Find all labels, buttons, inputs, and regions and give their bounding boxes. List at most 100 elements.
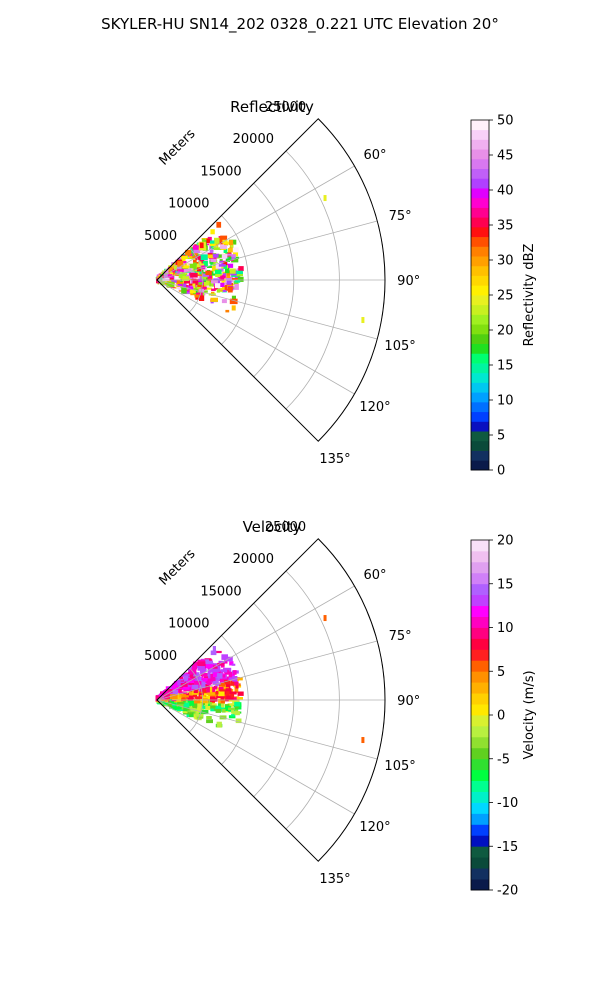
echo-gate: [234, 701, 241, 707]
echo-gate: [207, 254, 214, 259]
echo-gate: [189, 712, 196, 718]
echo-gate: [234, 704, 239, 709]
echo-gate: [186, 274, 193, 279]
echo-gate: [177, 257, 183, 262]
echo-gate: [222, 239, 228, 244]
echo-gate: [205, 287, 212, 290]
echo-gate: [183, 261, 187, 264]
echo-gate: [218, 264, 226, 267]
echo-gate: [220, 703, 225, 707]
echo-gate: [192, 279, 199, 285]
colorbar-segment: [471, 421, 489, 432]
echo-gate: [170, 273, 178, 276]
colorbar-segment: [471, 846, 489, 858]
echo-gate: [220, 669, 228, 673]
echo-gate: [209, 666, 217, 672]
echo-gate: [179, 691, 187, 694]
echo-gate: [209, 679, 218, 683]
echo-gate: [199, 259, 205, 264]
azimuth-gridline: [156, 279, 378, 340]
colorbar-segment: [471, 813, 489, 825]
echo-gate: [166, 281, 175, 288]
colorbar-segment: [471, 188, 489, 199]
range-tick-label: 20000: [233, 552, 274, 567]
echo-gate: [208, 293, 216, 296]
velocity-azimuth-labels: 60° 75° 90° 105° 120° 135°: [319, 568, 420, 887]
range-tick-label: 15000: [200, 584, 241, 599]
colorbar-segment: [471, 226, 489, 238]
echo-gate: [191, 684, 199, 690]
colorbar-segment: [471, 572, 489, 585]
echo-gate: [231, 681, 239, 686]
echo-gate: [228, 715, 236, 719]
echo-gate: [205, 706, 211, 710]
echo-gate: [203, 690, 209, 693]
echo-gate: [186, 257, 193, 260]
echo-gate: [207, 659, 213, 662]
colorbar-segment: [471, 605, 489, 617]
echo-gate: [217, 703, 222, 707]
echo-gate: [207, 692, 216, 696]
echo-gate: [165, 691, 171, 695]
echo-gate: [192, 694, 198, 698]
echo-gate: [169, 694, 178, 699]
echo-gate: [171, 280, 177, 283]
echo-gate: [225, 253, 232, 256]
colorbar-tick-label: 0: [497, 709, 505, 724]
colorbar-segment: [471, 120, 489, 131]
echo-gate: [201, 274, 207, 280]
range-tick-label: 25000: [265, 520, 306, 535]
echo-gate: [231, 256, 235, 260]
echo-gate: [219, 286, 225, 291]
echo-gate: [211, 266, 219, 272]
colorbar-segment: [471, 736, 489, 749]
echo-gate: [201, 238, 206, 242]
echo-gate: [222, 289, 227, 292]
azimuth-tick-label: 60°: [363, 568, 386, 583]
colorbar-segment: [471, 824, 489, 836]
echo-gate: [218, 691, 225, 697]
echo-gate: [167, 276, 174, 279]
colorbar-segment: [471, 704, 489, 716]
colorbar-tick-label: -15: [497, 840, 518, 855]
echo-gate: [212, 666, 218, 669]
echo-gate: [202, 697, 208, 704]
echo-gate: [216, 288, 221, 293]
echo-gate: [220, 697, 225, 701]
velocity-grid: [156, 538, 386, 862]
colorbar-segment: [471, 780, 489, 792]
echo-gate: [323, 195, 327, 202]
echo-gate: [185, 672, 191, 675]
echo-gate: [235, 272, 243, 277]
echo-gate: [235, 677, 243, 681]
colorbar-segment: [471, 802, 489, 814]
echo-gate: [216, 673, 223, 679]
sector-frame: [156, 538, 386, 862]
colorbar-segment: [471, 583, 489, 596]
echo-gate: [187, 680, 196, 684]
echo-gate: [230, 254, 236, 258]
echo-gate: [191, 678, 197, 682]
azimuth-tick-label: 105°: [384, 759, 415, 774]
echo-gate: [201, 673, 208, 677]
echo-gate: [202, 273, 210, 277]
echo-gate: [160, 279, 166, 286]
echo-gate: [177, 284, 183, 287]
colorbar-tick-label: 35: [497, 219, 514, 234]
echo-gate: [197, 702, 202, 708]
echo-gate: [177, 681, 185, 685]
echo-gate: [216, 695, 225, 698]
colorbar-segment: [471, 835, 489, 847]
echo-gate: [186, 289, 190, 293]
echo-gate: [233, 251, 239, 257]
echo-gate: [213, 671, 219, 677]
azimuth-gridline: [156, 699, 355, 815]
echo-gate: [179, 676, 184, 682]
colorbar-segment: [471, 693, 489, 705]
echo-gate: [202, 261, 208, 267]
echo-gate: [212, 259, 218, 266]
echo-gate: [220, 699, 225, 704]
echo-gate: [214, 283, 222, 289]
echo-gate: [209, 280, 213, 287]
echo-gate: [220, 235, 228, 240]
